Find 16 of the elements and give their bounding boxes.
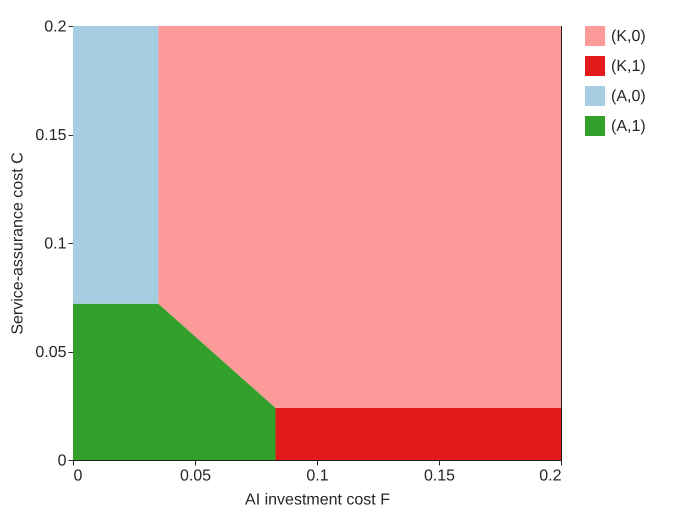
y-tick-label: 0.1 bbox=[44, 236, 67, 252]
x-tick-label: 0.2 bbox=[539, 468, 562, 484]
x-tick-label: 0.1 bbox=[306, 468, 329, 484]
legend-label: (A,0) bbox=[611, 88, 646, 105]
legend-label: (A,1) bbox=[611, 118, 646, 135]
y-tick-label: 0.05 bbox=[35, 344, 67, 361]
x-tick-label: 0.15 bbox=[424, 468, 456, 484]
x-axis-title: AI investment cost F bbox=[245, 492, 390, 508]
y-tick-label: 0.2 bbox=[44, 18, 67, 36]
legend-label: (K,1) bbox=[611, 58, 646, 75]
x-tick-label: 0.05 bbox=[180, 468, 212, 484]
legend-label: (K,0) bbox=[611, 28, 646, 45]
y-tick-label: 0.15 bbox=[35, 127, 67, 144]
y-axis-title: Service-assurance cost C bbox=[9, 152, 26, 335]
y-tick-label: 0 bbox=[58, 452, 67, 470]
x-tick-label: 0 bbox=[74, 468, 82, 484]
